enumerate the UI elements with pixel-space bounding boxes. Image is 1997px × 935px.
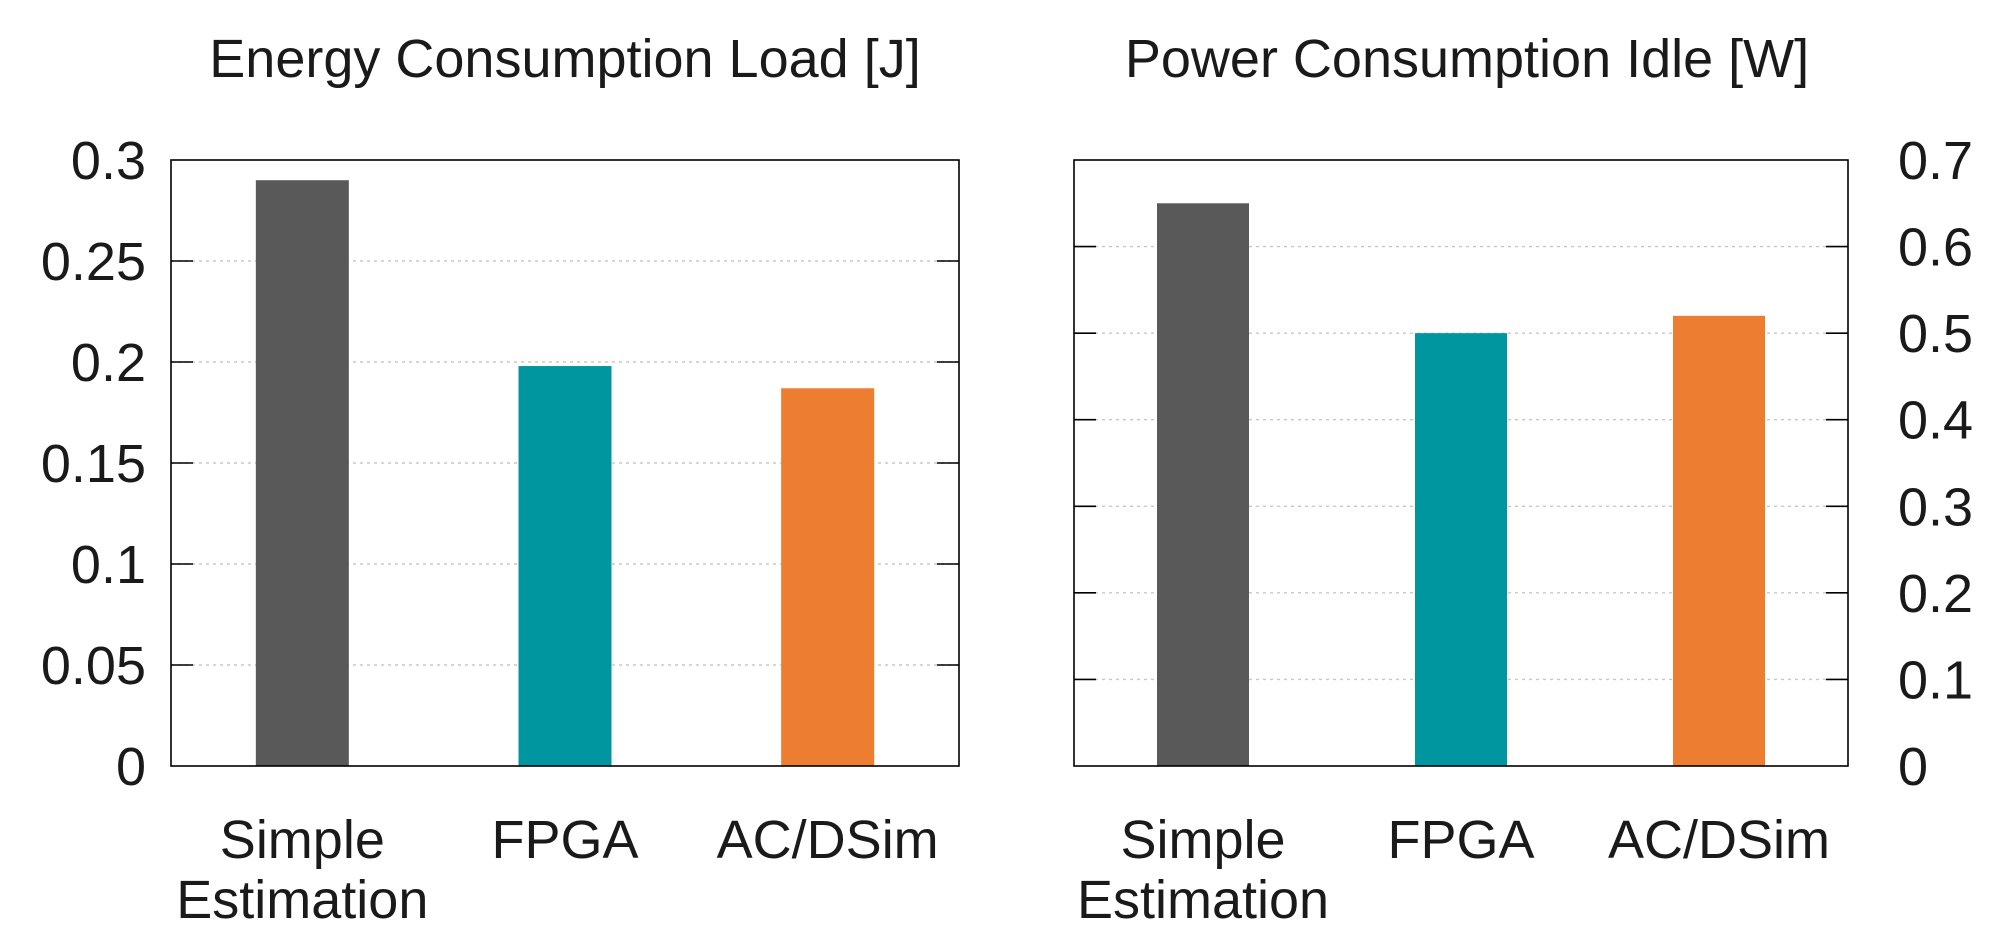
y-tick-label: 0.15: [41, 434, 146, 494]
y-tick-label: 0: [116, 737, 146, 797]
bar: [255, 180, 349, 766]
x-axis: Simple Estimation FPGA AC/DSim: [176, 810, 938, 930]
y-tick-label: 0.3: [71, 131, 146, 191]
x-category-label: AC/DSim: [1608, 810, 1830, 870]
chart-power-consumption-idle: Power Consumption Idle [W] 0 0.1 0.2 0.3 0.4…: [1073, 29, 1973, 930]
y-axis: 0 0.1 0.2 0.3 0.4 0.5 0.6 0.7: [1074, 131, 1973, 797]
x-category-label: Simple Estimation: [176, 810, 428, 930]
y-tick-label: 0.2: [71, 333, 146, 393]
y-tick-label: 0.5: [1898, 304, 1973, 364]
bars: [255, 180, 875, 766]
y-tick-label: 0.3: [1898, 477, 1973, 537]
y-tick-label: 0.1: [1898, 650, 1973, 710]
y-tick-label: 0.6: [1898, 218, 1973, 278]
x-category-label: FPGA: [1387, 810, 1534, 870]
y-tick-label: 0.05: [41, 636, 146, 696]
bars: [1157, 203, 1765, 767]
y-tick-label: 0.2: [1898, 564, 1973, 624]
bar: [1415, 333, 1507, 766]
bar: [1157, 203, 1249, 767]
y-tick-label: 0: [1898, 737, 1928, 797]
chart-title: Power Consumption Idle [W]: [1125, 29, 1809, 89]
bar: [1673, 315, 1765, 766]
bar: [518, 366, 612, 766]
x-category-label: FPGA: [491, 810, 638, 870]
x-axis: Simple Estimation FPGA AC/DSim: [1077, 810, 1830, 930]
y-tick-label: 0.4: [1898, 391, 1973, 451]
y-axis: 0 0.05 0.1 0.15 0.2 0.25 0.3: [41, 131, 959, 797]
x-category-label: AC/DSim: [717, 810, 939, 870]
x-category-label: Simple Estimation: [1077, 810, 1329, 930]
y-tick-label: 0.25: [41, 232, 146, 292]
chart-energy-consumption-load: Energy Consumption Load [J] 0 0.05 0.1 0.15…: [41, 29, 960, 930]
bar: [781, 388, 875, 766]
plot-frame: [1073, 159, 1849, 767]
y-tick-label: 0.7: [1898, 131, 1973, 191]
y-tick-label: 0.1: [71, 535, 146, 595]
chart-title: Energy Consumption Load [J]: [209, 29, 920, 89]
